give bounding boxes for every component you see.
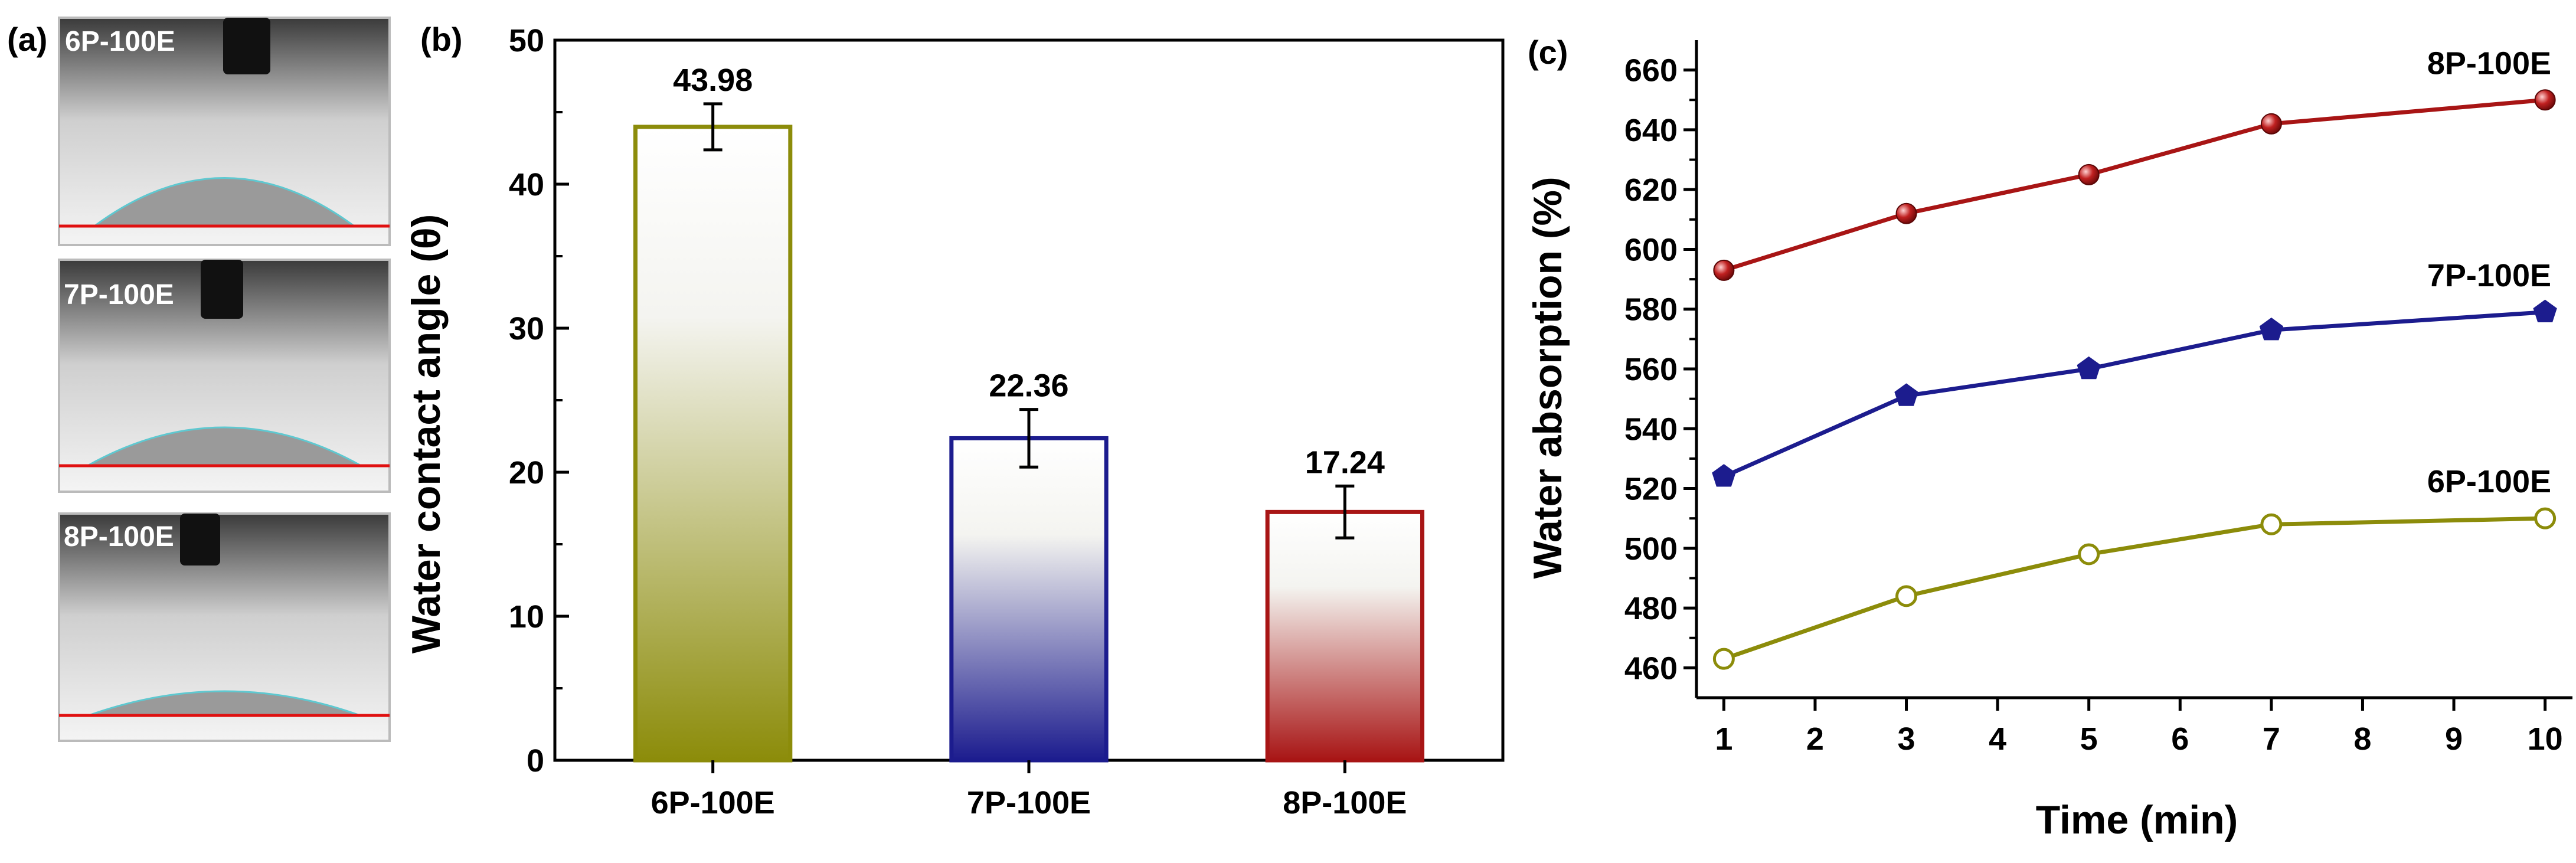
chart-c-series-label-8p: 8P-100E — [2427, 45, 2551, 81]
chart-c-point-6p — [1712, 648, 1735, 670]
chart-b-ytick-label: 20 — [509, 455, 544, 491]
chart-c-point-6p — [2260, 513, 2283, 535]
chart-c-point-7p — [1712, 464, 1736, 487]
photo-7p-needle — [201, 260, 243, 319]
chart-c-ytick-label: 460 — [1624, 650, 1678, 686]
chart-b-bar-7P-100E — [949, 436, 1109, 763]
chart-c-series-label-6p: 6P-100E — [2427, 464, 2551, 499]
chart-c-xlabel: Time (min) — [2036, 797, 2238, 842]
chart-c-point-8p — [2534, 89, 2556, 111]
chart-b-value-label: 22.36 — [989, 368, 1068, 404]
chart-c-xtick-label: 5 — [2080, 721, 2098, 757]
chart-c-line-7p — [1722, 310, 2545, 479]
chart-b-ytick-label: 30 — [509, 311, 544, 346]
chart-b-value-label: 17.24 — [1305, 444, 1385, 480]
chart-c-point-8p — [2078, 164, 2100, 185]
chart-c-ytick-label: 500 — [1624, 531, 1678, 567]
photo-8p-label: 8P-100E — [64, 521, 174, 553]
panel-c-label: (c) — [1528, 34, 1568, 71]
chart-c-xtick-label: 1 — [1715, 721, 1732, 757]
chart-c-xtick-label: 4 — [1989, 721, 2006, 757]
photo-8p: 8P-100E — [58, 512, 391, 742]
chart-c-xtick-label: 8 — [2353, 721, 2371, 757]
chart-c-series-label-7p: 7P-100E — [2427, 258, 2551, 293]
chart-c-ytick-label: 480 — [1624, 591, 1678, 626]
chart-b-bar-8P-100E — [1265, 509, 1424, 763]
chart-b-category-label: 6P-100E — [651, 785, 775, 820]
chart-b-x-axis: 6P-100E 7P-100E 8P-100E — [651, 760, 1407, 820]
photo-8p-droplet — [88, 690, 361, 717]
chart-c-xtick-label: 9 — [2445, 721, 2463, 757]
chart-b-ytick-label: 0 — [527, 743, 544, 779]
chart-c-point-8p — [1713, 259, 1735, 281]
chart-b-category-label: 8P-100E — [1283, 785, 1407, 820]
chart-c-point-6p — [2534, 507, 2557, 529]
chart-c-point-7p — [2077, 356, 2101, 380]
panel-c: (c) Water absorption (%) Time (min) 4604… — [1525, 34, 2572, 842]
chart-c-series: 8P-100E 7P-100E 6P-100E — [1712, 45, 2557, 670]
chart-c-point-6p — [2078, 543, 2100, 565]
chart-c-xtick-label: 2 — [1806, 721, 1824, 757]
chart-c-xtick-label: 6 — [2171, 721, 2189, 757]
chart-c-ytick-label: 660 — [1624, 53, 1678, 89]
chart-c-xtick-label: 10 — [2528, 721, 2563, 757]
chart-c-ytick-label: 580 — [1624, 292, 1678, 328]
photo-7p-droplet — [85, 426, 364, 466]
chart-b-ytick-label: 40 — [509, 167, 544, 202]
photo-7p: 7P-100E — [58, 259, 391, 493]
chart-b-bars: 43.98 22.36 17.24 — [633, 63, 1424, 763]
chart-c-ytick-label: 620 — [1624, 172, 1678, 208]
chart-b-ylabel: Water contact angle (θ) — [404, 214, 449, 654]
chart-c-line-6p — [1723, 516, 2545, 661]
panel-b-label: (b) — [420, 21, 463, 58]
chart-c-line-8p — [1723, 97, 2545, 273]
photo-6p-needle — [223, 18, 270, 74]
chart-b-y-axis: 0 10 20 30 40 50 — [509, 23, 569, 779]
photo-6p-droplet — [91, 177, 357, 227]
chart-b-ytick-label: 10 — [509, 599, 544, 635]
chart-c-xtick-label: 7 — [2263, 721, 2280, 757]
chart-b-ytick-label: 50 — [509, 23, 544, 58]
chart-b-category-label: 7P-100E — [967, 785, 1091, 820]
chart-c-ytick-label: 520 — [1624, 472, 1678, 507]
chart-c-point-8p — [1895, 202, 1917, 224]
chart-c-ytick-label: 540 — [1624, 411, 1678, 447]
panel-b: (b) Water contact angle (θ) 01020304050 … — [404, 21, 1505, 820]
chart-c-xtick-label: 3 — [1898, 721, 1915, 757]
chart-b-value-label: 43.98 — [673, 63, 753, 98]
chart-c-axes: 460 480 500 520 540 560 580 600 620 640 660 1 2 3 4 5 6 7… — [1624, 40, 2572, 757]
panel-a: (a) 6P-100E 7P-100E 8P-100E — [7, 17, 391, 742]
chart-c-point-7p — [2259, 317, 2284, 341]
chart-c-ytick-label: 600 — [1624, 232, 1678, 267]
chart-c-ylabel: Water absorption (%) — [1525, 176, 1570, 578]
chart-c-point-6p — [1895, 585, 1918, 607]
photo-6p-label: 6P-100E — [65, 26, 175, 57]
chart-c-point-7p — [1894, 383, 1918, 406]
photo-7p-label: 7P-100E — [64, 279, 174, 310]
panel-a-label: (a) — [7, 21, 47, 58]
photo-8p-needle — [180, 514, 220, 565]
chart-b-bar-6P-100E — [633, 125, 793, 763]
chart-c-point-7p — [2533, 299, 2557, 322]
chart-c-ytick-label: 560 — [1624, 352, 1678, 387]
photo-6p: 6P-100E — [58, 17, 391, 246]
chart-c-ytick-label: 640 — [1624, 113, 1678, 148]
chart-c-point-8p — [2260, 113, 2282, 135]
